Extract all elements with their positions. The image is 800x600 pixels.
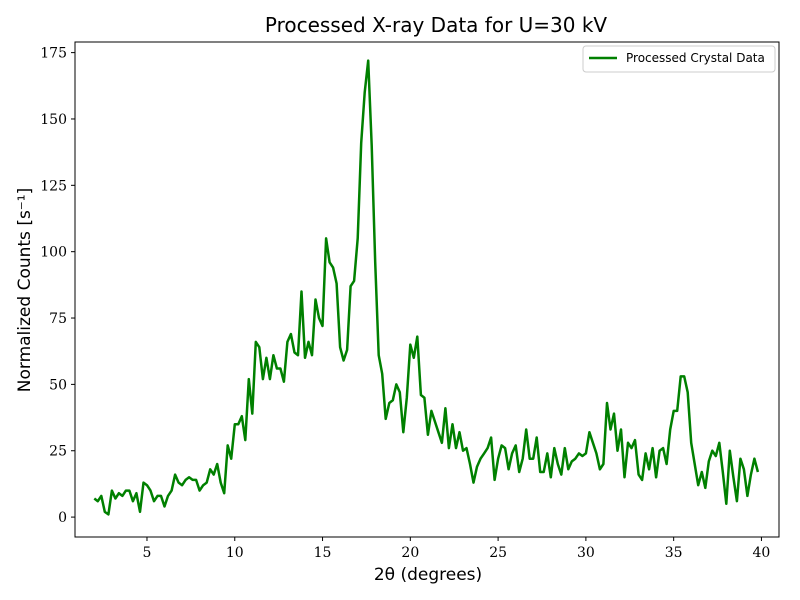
series-line — [93, 59, 760, 516]
y-tick-label: 25 — [49, 444, 67, 460]
x-axis-label: 2θ (degrees) — [374, 565, 482, 585]
y-tick-label: 125 — [40, 178, 67, 194]
y-axis-label: Normalized Counts [s⁻¹] — [15, 188, 35, 392]
x-tick-label: 15 — [314, 545, 332, 561]
x-tick-label: 5 — [143, 545, 152, 561]
x-tick-label: 10 — [226, 545, 244, 561]
plot-area — [75, 42, 779, 537]
y-tick-label: 150 — [40, 112, 67, 128]
y-tick-label: 0 — [58, 510, 67, 526]
y-tick-label: 100 — [40, 245, 67, 261]
x-tick-label: 20 — [401, 545, 419, 561]
x-axis: 5 10 15 20 25 30 35 40 — [143, 537, 771, 561]
chart-title: Processed X-ray Data for U=30 kV — [265, 13, 608, 37]
legend: Processed Crystal Data — [582, 45, 776, 73]
legend-entry: Processed Crystal Data — [626, 51, 765, 65]
x-tick-label: 30 — [577, 545, 595, 561]
x-tick-label: 35 — [665, 545, 683, 561]
x-tick-label: 25 — [489, 545, 507, 561]
legend-box — [582, 45, 776, 73]
y-tick-label: 175 — [40, 46, 67, 62]
y-axis: 0 25 50 75 100 125 150 175 — [40, 46, 75, 526]
y-tick-label: 50 — [49, 377, 67, 393]
plot-frame — [74, 41, 780, 538]
y-tick-label: 75 — [49, 311, 67, 327]
x-tick-label: 40 — [753, 545, 771, 561]
